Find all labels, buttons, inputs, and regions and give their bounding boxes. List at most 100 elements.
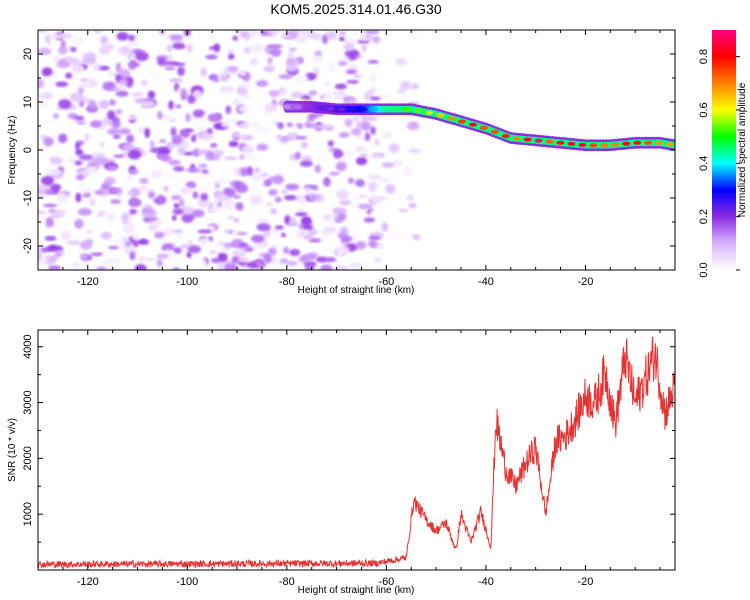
spectrogram-ridge-core [348,107,357,112]
spectrogram-noise-cell [115,90,129,97]
spectrogram-noise-cell [153,195,167,206]
spectrogram-noise-cell [192,89,202,97]
spectrogram-noise-cell [299,160,313,167]
spectrogram-noise-cell [118,79,128,85]
spectrogram-noise-cell [221,120,230,128]
snr-x-tick-label: -60 [378,576,394,588]
snr-x-tick-label: -80 [279,576,295,588]
snr-x-tick-label: -40 [478,576,494,588]
spectrogram-noise-cell [170,126,177,137]
spectrogram-noise-cell [325,30,338,40]
spectrogram-noise-cell [179,128,191,139]
snr-y-tick-label: 3000 [22,390,34,414]
spectrogram-ridge-core [600,143,609,148]
spectrogram-noise-cell [337,212,347,220]
spectrogram-noise-cell [39,102,50,108]
spectrogram-noise-cell [280,32,292,40]
spectrogram-ridge-core [490,129,499,134]
colorbar-tick-label: 0.8 [698,49,710,64]
spectrogram-noise-cell [49,213,65,218]
spectrogram-ridge-core [337,107,346,112]
spectrogram-noise-cell [200,67,207,77]
spectrogram-noise-cell [82,261,88,269]
spectrogram-noise-cell [43,136,54,147]
spectrogram-noise-cell [172,208,184,216]
spectrogram-noise-cell [184,197,193,205]
spectrogram-noise-cell [173,166,185,172]
spectrogram-ridge-core [370,107,379,112]
spectrogram-noise-cell [131,91,144,98]
spectrogram-noise-cell [85,238,94,246]
spectrogram-noise-cell [289,248,301,257]
spectrogram-x-tick-label: -60 [378,276,394,288]
spectrogram-noise-cell [69,92,84,102]
spectrogram-ridge-core [425,110,434,115]
spectrogram-noise-cell [197,149,209,155]
spectrogram-noise-cell [334,83,347,90]
spectrogram-noise-cell [168,34,184,40]
spectrogram-noise-cell [263,229,271,239]
spectrogram-noise-cell [355,157,368,166]
spectrogram-noise-cell [243,154,257,161]
spectrogram-noise-cell [241,145,255,154]
spectrogram-noise-cell [338,157,349,164]
spectrogram-noise-cell [270,229,285,234]
spectrogram-noise-cell [228,140,239,148]
spectrogram-noise-cell [99,193,106,199]
spectrogram-noise-cell [172,43,186,50]
spectrogram-y-tick-label: -20 [22,238,34,254]
spectrogram-ridge-core [414,108,423,113]
spectrogram-noise-cell [110,87,121,92]
spectrogram-noise-cell [368,235,381,240]
spectrogram-ridge-core [622,141,631,146]
snr-x-tick-label: -20 [577,576,593,588]
spectrogram-noise-cell [210,143,218,148]
spectrogram-noise-cell [198,163,208,169]
spectrogram-noise-cell [107,119,113,126]
spectrogram-ridge-core [436,113,445,118]
spectrogram-noise-cell [238,122,251,129]
spectrogram-noise-cell [232,98,241,107]
spectrogram-noise-cell [78,100,85,108]
spectrogram-noise-cell [259,219,268,225]
spectrogram-noise-cell [332,42,345,48]
spectrogram-noise-cell [77,208,92,216]
spectrogram-noise-cell [102,258,117,265]
spectrogram-noise-cell [90,167,99,172]
spectrogram-noise-cell [163,185,170,192]
spectrogram-noise-cell [176,256,188,263]
spectrogram-noise-cell [50,183,62,191]
spectrogram-noise-cell [350,128,362,136]
spectrogram-noise-cell [69,46,77,53]
spectrogram-noise-cell [41,67,53,77]
spectrogram-noise-cell [168,159,181,166]
spectrogram-noise-cell [217,262,224,270]
spectrogram-noise-cell [231,249,247,259]
spectrogram-noise-cell [85,229,92,235]
spectrogram-x-tick-label: -20 [577,276,593,288]
spectrogram-noise-cell [46,33,62,40]
spectrogram-noise-cell [355,241,367,250]
snr-background [38,330,675,570]
spectrogram-ridge-core [666,142,675,147]
snr-x-axis: -120 -100 -80 -60 -40 -20 [37,330,661,588]
spectrogram-noise-cell [121,212,130,223]
spectrogram-noise-cell [286,260,298,266]
spectrogram-noise-cell [38,30,48,33]
spectrogram-noise-cell [324,257,337,263]
spectrogram-noise-cell [301,216,313,227]
snr-y-tick-label: 1000 [22,502,34,526]
spectrogram-noise-cell [101,181,112,191]
spectrogram-noise-cell [356,145,369,156]
spectrogram-noise-cell [45,216,54,227]
spectrogram-noise-cell [48,245,63,252]
spectrogram-noise-cell [38,210,47,215]
spectrogram-noise-cell [60,40,66,48]
spectrogram-noise-cell [288,47,297,52]
spectrogram-noise-cell [185,112,191,123]
spectrogram-noise-cell [256,143,269,151]
spectrogram-noise-cell [200,258,207,269]
spectrogram-noise-cell [370,73,378,84]
spectrogram-ridge-core [523,137,532,142]
spectrogram-noise-cell [129,169,139,175]
